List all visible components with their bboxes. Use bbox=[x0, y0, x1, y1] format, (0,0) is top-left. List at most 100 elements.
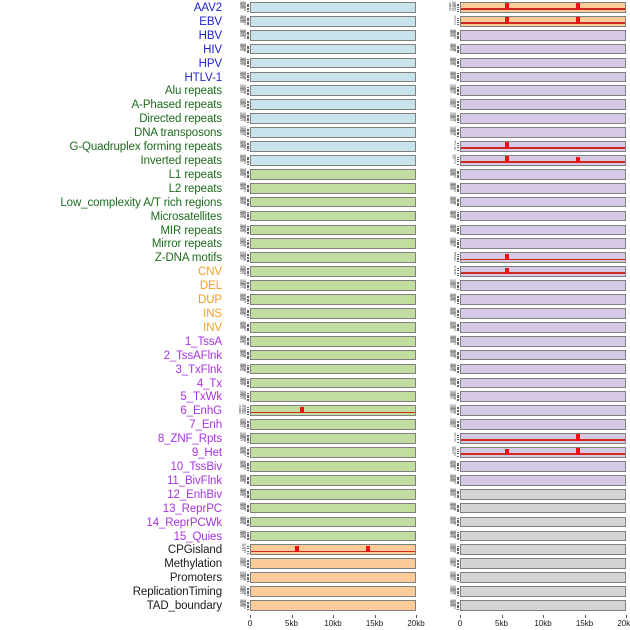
track-left[interactable] bbox=[250, 224, 416, 236]
track-right[interactable] bbox=[460, 2, 626, 13]
track-right[interactable] bbox=[460, 294, 626, 305]
y-axis-tick-label: 300 bbox=[450, 504, 459, 509]
track-right[interactable] bbox=[460, 266, 626, 277]
track-right[interactable] bbox=[460, 99, 626, 111]
track-left[interactable] bbox=[250, 349, 416, 361]
track-left[interactable] bbox=[250, 266, 416, 277]
track-left[interactable] bbox=[250, 127, 416, 138]
track-right[interactable] bbox=[460, 530, 626, 542]
track-right[interactable] bbox=[460, 308, 626, 319]
track-left[interactable] bbox=[250, 558, 416, 570]
track-right[interactable] bbox=[460, 349, 626, 361]
track-right[interactable] bbox=[460, 321, 626, 333]
track-right[interactable] bbox=[460, 461, 626, 472]
track-right[interactable] bbox=[460, 182, 626, 194]
y-axis: 500 400 300 200 100 0 bbox=[228, 280, 249, 291]
track-right[interactable] bbox=[460, 15, 626, 27]
track-right[interactable] bbox=[460, 600, 626, 611]
track-left[interactable] bbox=[250, 15, 416, 27]
track-left[interactable] bbox=[250, 294, 416, 305]
track-left[interactable] bbox=[250, 600, 416, 611]
track-right[interactable] bbox=[460, 238, 626, 250]
track-left[interactable] bbox=[250, 29, 416, 41]
track-left[interactable] bbox=[250, 238, 416, 250]
track-left[interactable] bbox=[250, 516, 416, 528]
track-left[interactable] bbox=[250, 335, 416, 347]
track-left[interactable] bbox=[250, 210, 416, 222]
y-axis-tick-label: 0 bbox=[244, 577, 249, 582]
track-right[interactable] bbox=[460, 433, 626, 444]
track-left[interactable] bbox=[250, 113, 416, 124]
track-right[interactable] bbox=[460, 544, 626, 556]
track-left[interactable] bbox=[250, 43, 416, 55]
track-left[interactable] bbox=[250, 141, 416, 152]
y-axis-tick-label: 300 bbox=[240, 365, 249, 370]
track-left[interactable] bbox=[250, 99, 416, 111]
track-left[interactable] bbox=[250, 363, 416, 375]
track-plot-area bbox=[251, 3, 415, 12]
track-right[interactable] bbox=[460, 516, 626, 528]
track-left[interactable] bbox=[250, 377, 416, 389]
track-right[interactable] bbox=[460, 488, 626, 500]
track-left[interactable] bbox=[250, 85, 416, 97]
track-left[interactable] bbox=[250, 474, 416, 486]
track-left[interactable] bbox=[250, 308, 416, 319]
track-right[interactable] bbox=[460, 363, 626, 375]
track-right[interactable] bbox=[460, 377, 626, 389]
track-left[interactable] bbox=[250, 530, 416, 542]
track-right[interactable] bbox=[460, 155, 626, 166]
track-right[interactable] bbox=[460, 447, 626, 458]
track-left[interactable] bbox=[250, 196, 416, 208]
track-right[interactable] bbox=[460, 127, 626, 138]
track-right[interactable] bbox=[460, 224, 626, 236]
track-left[interactable] bbox=[250, 433, 416, 444]
track-left[interactable] bbox=[250, 71, 416, 83]
track-right[interactable] bbox=[460, 558, 626, 570]
track-right[interactable] bbox=[460, 405, 626, 417]
track-left[interactable] bbox=[250, 461, 416, 472]
y-axis-tick-label: 100 bbox=[450, 326, 459, 331]
track-right[interactable] bbox=[460, 502, 626, 514]
track-right[interactable] bbox=[460, 252, 626, 264]
track-left[interactable] bbox=[250, 252, 416, 264]
track-left[interactable] bbox=[250, 405, 416, 417]
track-right[interactable] bbox=[460, 210, 626, 222]
track-left[interactable] bbox=[250, 502, 416, 514]
track-right[interactable] bbox=[460, 419, 626, 430]
track-left[interactable] bbox=[250, 419, 416, 430]
track-left[interactable] bbox=[250, 168, 416, 180]
track-right[interactable] bbox=[460, 280, 626, 291]
track-left[interactable] bbox=[250, 391, 416, 403]
track-right[interactable] bbox=[460, 391, 626, 403]
track-right[interactable] bbox=[460, 586, 626, 597]
track-right[interactable] bbox=[460, 113, 626, 124]
track-right[interactable] bbox=[460, 141, 626, 152]
y-axis-tick-label: 100 bbox=[240, 34, 249, 39]
track-right[interactable] bbox=[460, 474, 626, 486]
track-left[interactable] bbox=[250, 447, 416, 458]
track-right[interactable] bbox=[460, 71, 626, 83]
track-right[interactable] bbox=[460, 335, 626, 347]
track-left[interactable] bbox=[250, 280, 416, 291]
x-axis-tick-label: 5kb bbox=[285, 619, 298, 628]
track-left[interactable] bbox=[250, 57, 416, 69]
y-axis-tick-label: 0 bbox=[244, 49, 249, 54]
track-left[interactable] bbox=[250, 488, 416, 500]
track-left[interactable] bbox=[250, 321, 416, 333]
track-right[interactable] bbox=[460, 29, 626, 41]
y-axis-tick-label: 500 bbox=[450, 334, 459, 339]
track-right[interactable] bbox=[460, 168, 626, 180]
track-left[interactable] bbox=[250, 182, 416, 194]
track-left[interactable] bbox=[250, 572, 416, 583]
track-right[interactable] bbox=[460, 43, 626, 55]
track-left[interactable] bbox=[250, 544, 416, 556]
y-axis-tick-label: 400 bbox=[240, 558, 249, 563]
track-right[interactable] bbox=[460, 196, 626, 208]
track-right[interactable] bbox=[460, 57, 626, 69]
track-right[interactable] bbox=[460, 85, 626, 97]
track-left[interactable] bbox=[250, 155, 416, 166]
y-axis-tick-label: 200 bbox=[240, 477, 249, 482]
track-left[interactable] bbox=[250, 586, 416, 597]
track-right[interactable] bbox=[460, 572, 626, 583]
track-left[interactable] bbox=[250, 2, 416, 13]
